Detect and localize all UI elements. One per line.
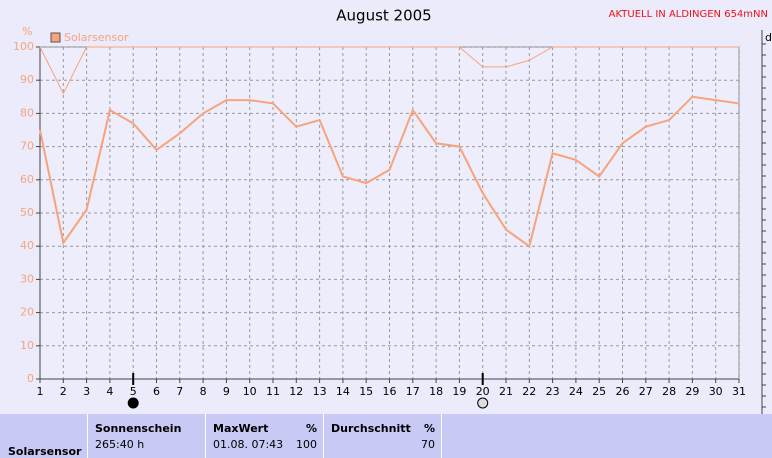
cell-value: 70 — [421, 438, 435, 451]
annotation: AKTUELL IN ALDINGEN 654mNN — [609, 9, 768, 20]
x-tick-label: 29 — [685, 385, 699, 398]
cell-value: 100 — [296, 438, 317, 451]
x-tick-label: 5 — [130, 385, 137, 398]
y-axis-label: % — [22, 25, 32, 38]
column-unit: % — [423, 422, 435, 435]
x-tick-label: 1 — [37, 385, 44, 398]
y-tick-label: 90 — [20, 73, 34, 86]
x-tick-label: 23 — [546, 385, 560, 398]
table-cell — [441, 414, 772, 458]
x-tick-label: 8 — [200, 385, 207, 398]
x-tick-label: 25 — [592, 385, 606, 398]
x-tick-label: 19 — [452, 385, 466, 398]
x-tick-label: 9 — [223, 385, 230, 398]
y-tick-label: 30 — [20, 272, 34, 285]
chart: August 2005 AKTUELL IN ALDINGEN 654mNN %… — [13, 7, 772, 414]
x-tick-label: 31 — [732, 385, 746, 398]
y-tick-label: 0 — [27, 372, 34, 385]
series-line — [39, 46, 739, 95]
x-tick-label: 12 — [289, 385, 303, 398]
stats-table: Solarsensor Sonnenschein 265:40 h MaxWer… — [0, 414, 772, 458]
x-tick-label: 27 — [639, 385, 653, 398]
x-tick-label: 24 — [569, 385, 583, 398]
row-label: Solarsensor — [8, 445, 82, 458]
x-tick-label: 13 — [313, 385, 327, 398]
x-tick-label: 10 — [243, 385, 257, 398]
x-tick-label: 16 — [383, 385, 397, 398]
column-header: Durchschnitt — [331, 422, 411, 435]
x-tick-label: 28 — [662, 385, 676, 398]
moon-phase — [127, 397, 139, 409]
y-tick-label: 10 — [20, 339, 34, 352]
x-tick-label: 20 — [476, 385, 490, 398]
legend-label: Solarsensor — [64, 31, 129, 44]
x-tick-label: 21 — [499, 385, 513, 398]
x-tick-label: 2 — [60, 385, 67, 398]
x-tick-label: 11 — [266, 385, 280, 398]
y-tick-label: 70 — [20, 140, 34, 153]
x-tick-label: 26 — [616, 385, 630, 398]
column-header: Sonnenschein — [95, 422, 182, 435]
cell-value: 265:40 h — [95, 438, 145, 451]
y-tick-label: 60 — [20, 173, 34, 186]
table-cell: Sonnenschein 265:40 h — [87, 414, 205, 458]
y-tick-label: 20 — [20, 306, 34, 319]
table-cell: MaxWert % 01.08. 07:43 100 — [205, 414, 323, 458]
column-unit: % — [305, 422, 317, 435]
series-line — [39, 95, 740, 248]
y-tick-label: 100 — [13, 40, 34, 53]
x-tick-label: 6 — [153, 385, 160, 398]
right-label: d — [765, 31, 772, 44]
y-tick-label: 50 — [20, 206, 34, 219]
x-tick-label: 14 — [336, 385, 350, 398]
cell-date: 01.08. 07:43 — [213, 438, 284, 451]
column-header: MaxWert — [213, 422, 269, 435]
y-tick-label: 80 — [20, 106, 34, 119]
table-cell: Durchschnitt % 70 — [323, 414, 441, 458]
x-tick-label: 7 — [176, 385, 183, 398]
y-tick-label: 40 — [20, 239, 34, 252]
x-tick-label: 30 — [709, 385, 723, 398]
x-tick-label: 4 — [106, 385, 113, 398]
x-tick-label: 18 — [429, 385, 443, 398]
x-tick-label: 15 — [359, 385, 373, 398]
x-tick-label: 22 — [522, 385, 536, 398]
chart-title: August 2005 — [336, 7, 431, 25]
moon-phase — [477, 397, 489, 409]
x-tick-label: 17 — [406, 385, 420, 398]
legend-swatch — [50, 32, 61, 43]
x-tick-label: 3 — [83, 385, 90, 398]
